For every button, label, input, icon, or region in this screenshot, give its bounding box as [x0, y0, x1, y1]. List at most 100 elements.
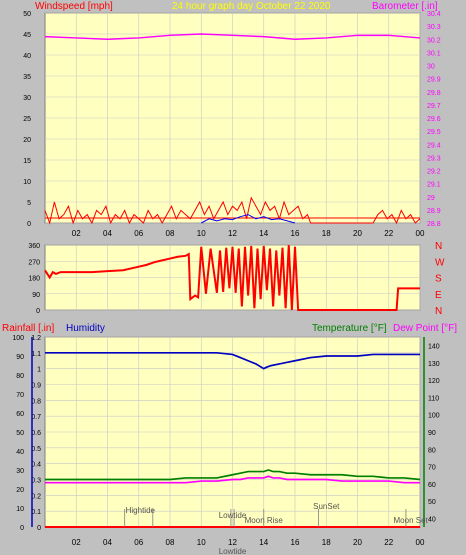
- y-tick-rain: 1.1: [31, 351, 41, 358]
- y-tick-temp: 110: [428, 395, 439, 402]
- y-tick-humidity: 30: [16, 468, 24, 475]
- y-tick-left: 10: [23, 179, 31, 186]
- series-barometer: [44, 33, 421, 41]
- y-tick-right: 30.3: [427, 24, 441, 31]
- y-tick-left: 0: [36, 308, 40, 315]
- y-tick-left: 15: [23, 158, 31, 165]
- x-tick: 16: [291, 229, 300, 238]
- temp-humidity-series: [45, 351, 421, 528]
- x-tick: 20: [353, 229, 362, 238]
- y-tick-left: 45: [23, 32, 31, 39]
- temp-humidity-grid: [45, 336, 421, 528]
- x-tick: 22: [384, 229, 393, 238]
- y-tick-humidity: 10: [16, 506, 24, 513]
- y-tick-rain: 1.2: [31, 335, 41, 342]
- y-tick-rain: 0.1: [31, 509, 41, 516]
- x-tick: 08: [166, 538, 175, 547]
- x-tick: 02: [72, 229, 81, 238]
- x-tick: 18: [322, 538, 331, 547]
- x-tick: 18: [322, 229, 331, 238]
- y-tick-temp: 50: [428, 499, 436, 506]
- y-tick-rain: 0.4: [31, 462, 41, 469]
- y-tick-temp: 140: [428, 344, 440, 351]
- y-tick-rain: 0.6: [31, 430, 41, 437]
- y-tick-right: 30.2: [427, 37, 441, 44]
- windspeed-axis-label: Windspeed [mph]: [35, 1, 113, 12]
- humidity-axis-label: Humidity: [66, 323, 105, 334]
- y-tick-right: 30.4: [427, 11, 441, 18]
- y-tick-left: 40: [23, 53, 31, 60]
- y-tick-humidity: 70: [16, 392, 24, 399]
- y-tick-left: 180: [28, 276, 40, 283]
- y-tick-right: 29.7: [427, 103, 441, 110]
- y-tick-rain: 0.5: [31, 446, 41, 453]
- annotation-label: Hightide: [126, 506, 156, 515]
- y-tick-humidity: 90: [16, 354, 24, 361]
- temperature-axis-label: Temperature [°F]: [312, 323, 387, 334]
- y-tick-rain: 0.3: [31, 478, 41, 485]
- y-tick-left: 20: [23, 137, 31, 144]
- y-tick-right: 29.4: [427, 142, 441, 149]
- x-tick: 00: [416, 229, 425, 238]
- y-tick-left: 50: [23, 11, 31, 18]
- x-tick: 08: [166, 229, 175, 238]
- y-tick-right: 30.1: [427, 50, 441, 57]
- y-tick-right: 28.8: [427, 221, 441, 228]
- x-tick: 00: [416, 538, 425, 547]
- y-tick-temp: 80: [428, 447, 436, 454]
- compass-label: S: [435, 274, 442, 285]
- x-tick: 04: [103, 229, 112, 238]
- y-tick-humidity: 100: [12, 335, 24, 342]
- y-tick-temp: 120: [428, 378, 440, 385]
- y-tick-left: 360: [28, 243, 40, 250]
- y-tick-right: 29.8: [427, 90, 441, 97]
- y-tick-rain: 0.8: [31, 398, 41, 405]
- x-tick: 20: [353, 538, 362, 547]
- rainfall-axis-label: Rainfall [.in]: [2, 323, 54, 334]
- chart-title: 24 hour graph day October 22 2020: [172, 1, 331, 12]
- y-tick-humidity: 0: [20, 525, 24, 532]
- annotation-label: Moon Rise: [245, 516, 284, 525]
- series-dew-point: [45, 475, 420, 484]
- y-tick-right: 29.6: [427, 116, 441, 123]
- y-tick-temp: 70: [428, 465, 436, 472]
- x-tick: 16: [291, 538, 300, 547]
- temp-humidity-ticks: 0 0.1 0.2 0.3 0.4 0.5 0.6 0.7 0.8 0.9 1 1.1 1.2 0 10 20…: [12, 335, 439, 547]
- y-tick-temp: 130: [428, 361, 440, 368]
- y-tick-right: 29.3: [427, 155, 441, 162]
- y-tick-left: 270: [28, 259, 40, 266]
- x-tick: 10: [197, 538, 206, 547]
- compass-label: W: [435, 257, 445, 268]
- x-tick: 14: [259, 538, 268, 547]
- x-tick: 02: [72, 538, 81, 547]
- y-tick-right: 30: [427, 64, 435, 71]
- annotation-label: Lowtide: [219, 547, 247, 555]
- x-tick: 06: [134, 229, 143, 238]
- series-wind-direction: [44, 244, 420, 311]
- y-tick-humidity: 60: [16, 411, 24, 418]
- y-tick-rain: 1: [37, 367, 41, 374]
- y-tick-left: 0: [27, 221, 31, 228]
- compass-label: N: [435, 241, 442, 252]
- series-windspeed: [44, 196, 421, 225]
- y-tick-humidity: 20: [16, 487, 24, 494]
- y-tick-left: 30: [23, 95, 31, 102]
- y-tick-humidity: 50: [16, 430, 24, 437]
- y-tick-right: 29.5: [427, 129, 441, 136]
- x-tick: 04: [103, 538, 112, 547]
- y-tick-temp: 90: [428, 430, 436, 437]
- compass-label: N: [435, 306, 442, 317]
- y-tick-right: 29.2: [427, 169, 441, 176]
- series-temperature: [45, 469, 421, 481]
- y-tick-humidity: 40: [16, 449, 24, 456]
- y-tick-left: 5: [27, 200, 31, 207]
- y-tick-left: 90: [32, 292, 40, 299]
- wind-direction-ticks: 0 N 90 E 180 S 270 W 360 N: [28, 241, 445, 317]
- y-tick-left: 35: [23, 74, 31, 81]
- compass-label: E: [435, 290, 442, 301]
- y-tick-right: 29: [427, 195, 435, 202]
- annotation-label: SunSet: [313, 502, 340, 511]
- y-tick-humidity: 80: [16, 373, 24, 380]
- x-tick: 10: [197, 229, 206, 238]
- x-tick: 22: [384, 538, 393, 547]
